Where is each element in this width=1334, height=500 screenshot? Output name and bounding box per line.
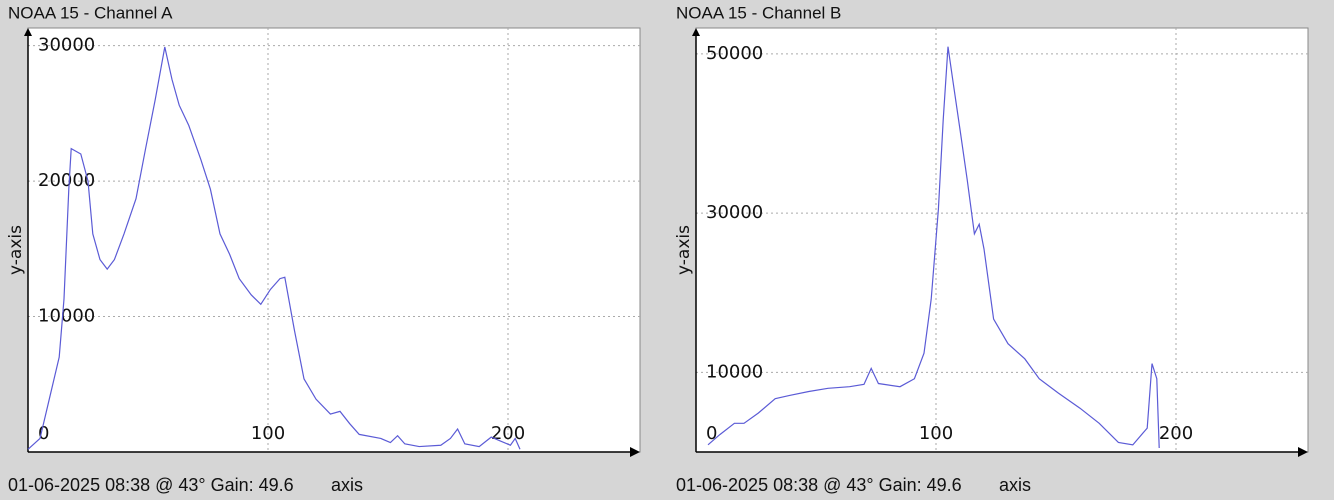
y-tick-label: 10000 — [706, 361, 763, 382]
y-axis-label: y-axis — [6, 225, 26, 275]
y-tick-label: 30000 — [38, 35, 95, 56]
plot-area — [695, 27, 1309, 453]
chart-title: NOAA 15 - Channel A — [8, 3, 173, 22]
chart-panel: NOAA 15 - Channel By-axisx-axis01-06-202… — [668, 3, 1309, 500]
caption: 01-06-2025 08:38 @ 43° Gain: 49.6 — [676, 475, 962, 495]
y-axis-arrow — [692, 28, 700, 36]
y-tick-label: 10000 — [38, 306, 95, 327]
chart-panel: NOAA 15 - Channel Ay-axisx-axis01-06-202… — [0, 3, 641, 500]
x-tick-label: 200 — [491, 423, 525, 444]
y-axis-arrow — [24, 28, 32, 36]
plot-area — [27, 27, 641, 453]
y-tick-label: 20000 — [38, 170, 95, 191]
y-tick-label: 50000 — [706, 43, 763, 64]
caption-bg — [0, 470, 331, 500]
y-axis-label: y-axis — [674, 225, 694, 275]
x-axis-arrow — [1298, 447, 1308, 457]
x-tick-label: 0 — [38, 423, 49, 444]
x-axis-arrow — [630, 447, 640, 457]
x-tick-label: 100 — [251, 423, 285, 444]
x-tick-label: 100 — [919, 423, 953, 444]
x-tick-label: 200 — [1159, 423, 1193, 444]
y-tick-label: 30000 — [706, 202, 763, 223]
caption-bg — [668, 470, 999, 500]
x-tick-label: 0 — [706, 423, 717, 444]
caption: 01-06-2025 08:38 @ 43° Gain: 49.6 — [8, 475, 294, 495]
data-line — [707, 46, 1160, 449]
data-line — [27, 46, 521, 450]
chart-title: NOAA 15 - Channel B — [676, 3, 841, 22]
